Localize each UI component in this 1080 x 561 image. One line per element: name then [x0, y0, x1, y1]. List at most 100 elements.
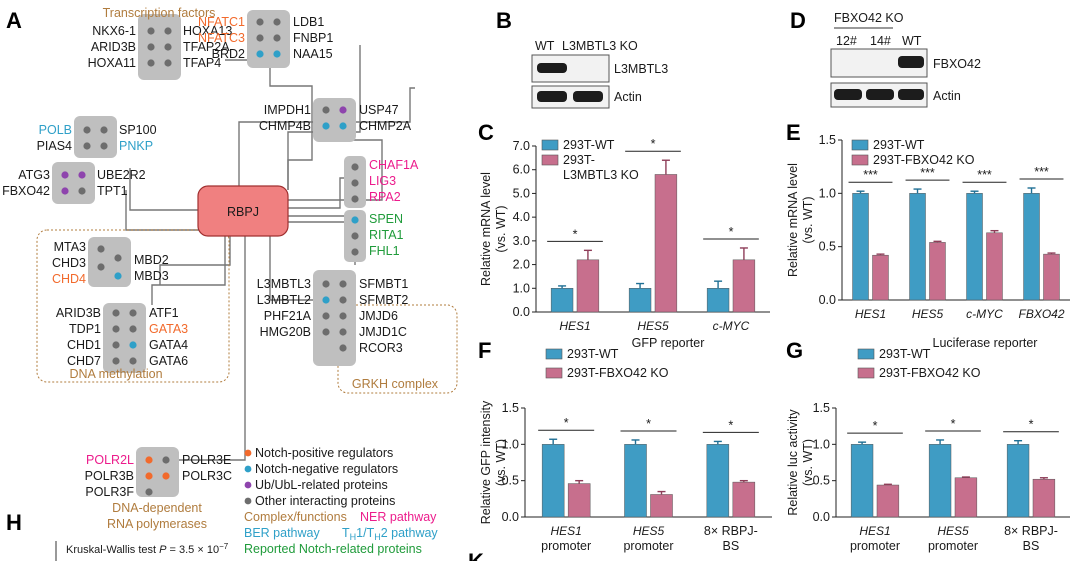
y-tick-label: 0.5	[502, 474, 519, 488]
bar	[876, 484, 900, 518]
bar	[909, 193, 926, 301]
node-dots	[61, 18, 359, 496]
y-axis-label: (vs. WT)	[494, 439, 508, 486]
node-dot	[322, 328, 330, 336]
y-tick-label: 0.0	[813, 510, 830, 524]
gene-label: ATF1	[149, 306, 179, 320]
node-dot	[112, 309, 120, 317]
gene-label: BRD2	[212, 47, 245, 61]
gene-label: MTA3	[54, 240, 86, 254]
node-dot	[61, 187, 69, 195]
gene-label: L3MBTL2	[257, 293, 311, 307]
bar	[1006, 444, 1030, 518]
gene-label: TDP1	[69, 322, 101, 336]
gene-label: SFMBT2	[359, 293, 408, 307]
gene-label: NFATC1	[198, 15, 245, 29]
panel-b: B WT L3MBTL3 KO L3MBTL3 Actin	[496, 8, 668, 109]
panel-c-label: C	[478, 120, 494, 145]
gene-label: GATA3	[149, 322, 188, 336]
gene-label: RPA2	[369, 190, 401, 204]
panel-h: H Kruskal-Wallis test P = 3.5 × 10−7 K	[6, 510, 484, 561]
legend-dot-positive	[244, 449, 252, 457]
node-dot	[339, 122, 347, 130]
node-dot	[322, 122, 330, 130]
gene-label: CHD3	[52, 256, 86, 270]
band	[834, 89, 862, 100]
node-dot	[351, 216, 359, 224]
panel-d-label: D	[790, 8, 806, 33]
bar	[628, 288, 652, 313]
gene-label: TFAP4	[183, 56, 221, 70]
legend-label: L3MBTL3 KO	[563, 168, 639, 182]
node-dot	[339, 312, 347, 320]
bar	[706, 444, 730, 518]
blot-label: FBXO42	[933, 57, 981, 71]
legend-text: Notch-negative regulators	[255, 462, 398, 476]
chart-title: Luciferase reporter	[933, 336, 1038, 350]
gene-label: PIAS4	[37, 139, 72, 153]
x-tick-label: 8× RBPJ-	[1004, 524, 1058, 538]
signif-star: ***	[920, 166, 935, 180]
bar	[650, 494, 673, 518]
node-dot	[351, 179, 359, 187]
y-tick-label: 3.0	[513, 234, 530, 248]
legend-text: Ub/UbL-related proteins	[255, 478, 388, 492]
legend-swatch	[857, 348, 875, 360]
gene-label: HMG20B	[260, 325, 311, 339]
y-axis-label: (vs. WT)	[801, 439, 815, 486]
gene-label: TPT1	[97, 184, 128, 198]
gene-label: UBE2R2	[97, 168, 146, 182]
legend-label: 293T-	[563, 153, 595, 167]
gene-label: POLR3C	[182, 469, 232, 483]
node-dot	[112, 341, 120, 349]
node-dot	[351, 248, 359, 256]
network-edges	[125, 45, 415, 461]
y-axis-label: Relative luc activity	[786, 409, 800, 516]
node-dot	[78, 171, 86, 179]
gene-label: MBD3	[134, 269, 169, 283]
bar	[706, 288, 730, 313]
gene-label: FBXO42	[2, 184, 50, 198]
node-dot	[61, 171, 69, 179]
legend-label: 293T-FBXO42 KO	[879, 366, 981, 380]
y-tick-label: 0.0	[502, 510, 519, 524]
y-tick-label: 1.0	[502, 437, 519, 451]
legend-text: Other interacting proteins	[255, 494, 395, 508]
y-tick-label: 2.0	[513, 258, 530, 272]
y-tick-label: 1.5	[813, 401, 830, 415]
y-tick-label: 1.5	[502, 401, 519, 415]
chart-e: 0.0 0.5 1.0 1.5 Relative mRNA level (vs. WT) 2…	[786, 133, 1070, 321]
bar	[541, 444, 565, 518]
bar	[550, 288, 574, 313]
band	[898, 56, 924, 68]
gene-label: CHMP4B	[259, 119, 311, 133]
panel-h-label: H	[6, 510, 22, 535]
y-tick-label: 6.0	[513, 163, 530, 177]
node-dot	[351, 163, 359, 171]
node-dot	[273, 34, 281, 42]
bar	[852, 193, 869, 301]
rbpj-hub	[197, 185, 289, 237]
legend-label: 293T-WT	[879, 347, 931, 361]
x-tick-label-2: promoter	[928, 539, 978, 553]
node-dot	[339, 280, 347, 288]
y-tick-label: 1.5	[819, 133, 836, 147]
x-tick-label-2: BS	[1023, 539, 1040, 553]
gene-label: JMJD1C	[359, 325, 407, 339]
gene-label: SPEN	[369, 212, 403, 226]
bar	[928, 444, 952, 518]
bar	[732, 259, 756, 313]
node-dot	[351, 195, 359, 203]
y-tick-label: 1.0	[513, 281, 530, 295]
gene-label: RCOR3	[359, 341, 403, 355]
x-tick-label: c-MYC	[713, 319, 750, 333]
signif-star: ***	[977, 168, 992, 182]
gene-label: POLR3F	[85, 485, 134, 499]
band	[537, 91, 567, 102]
blot-label: Actin	[614, 90, 642, 104]
gene-label: L3MBTL3	[257, 277, 311, 291]
legend-label: 293T-WT	[563, 138, 615, 152]
bar	[732, 481, 756, 518]
y-tick-label: 5.0	[513, 186, 530, 200]
node-dot	[256, 50, 264, 58]
